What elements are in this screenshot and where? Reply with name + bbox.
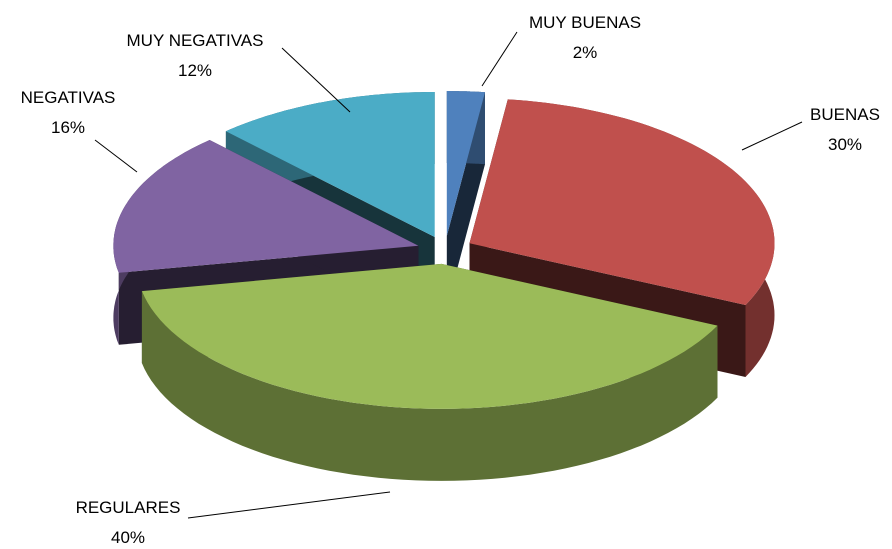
data-label-value: 30% [828,135,862,154]
data-label-value: 12% [178,61,212,80]
data-label-value: 40% [111,528,145,547]
slice-rim [141,291,718,481]
data-label-value: 2% [573,43,598,62]
data-label-name: REGULARES [76,498,181,517]
leader-line [187,491,391,519]
data-label-name: BUENAS [810,105,880,124]
data-label-name: MUY NEGATIVAS [127,31,264,50]
leader-line [481,31,518,87]
leader-line [94,139,138,173]
slice [225,92,435,237]
slice [446,91,485,236]
slice [141,263,718,409]
data-label-value: 16% [51,118,85,137]
slice [469,99,775,306]
leader-line [741,121,803,151]
slice [113,140,419,273]
leader-line [281,47,351,113]
data-label-name: MUY BUENAS [529,13,641,32]
data-label-name: NEGATIVAS [21,88,116,107]
